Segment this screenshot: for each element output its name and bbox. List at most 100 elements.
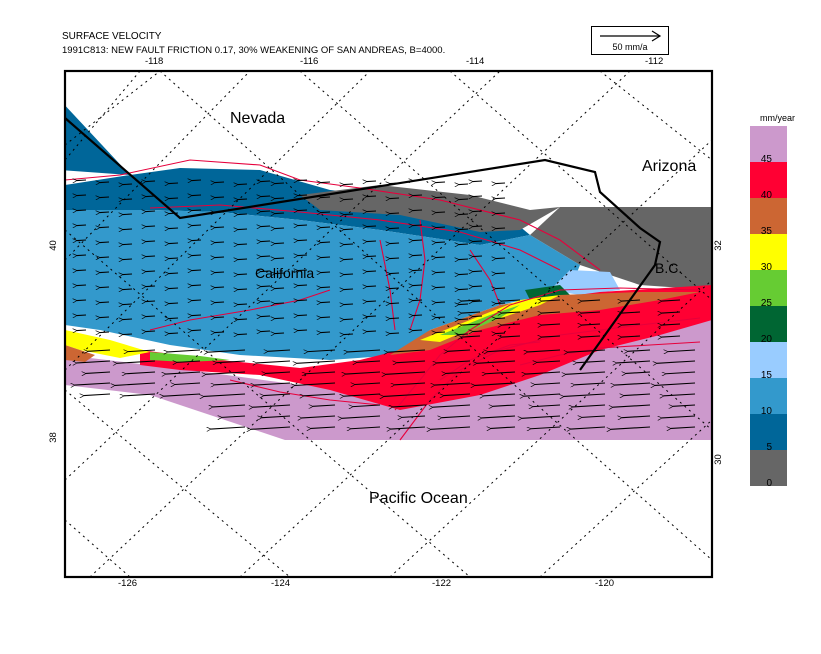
velocity-arrow [502,300,521,301]
velocity-arrow [566,371,606,374]
velocity-arrow [622,336,641,337]
velocity-arrow [344,289,354,290]
velocity-arrow [77,300,87,301]
label-arizona: Arizona [642,158,697,175]
velocity-arrow [482,415,516,418]
velocity-arrow [390,243,400,244]
velocity-arrow [531,426,561,429]
velocity-arrow [123,214,133,215]
velocity-arrow [146,286,156,287]
velocity-arrow [146,211,156,212]
legend-swatch [750,270,787,306]
velocity-arrow [115,382,156,385]
plot-subtitle: 1991C813: NEW FAULT FRICTION 0.17, 30% W… [62,45,446,56]
velocity-arrow [390,228,400,229]
legend-unit: mm/year [760,113,796,123]
velocity-arrow [624,394,651,396]
velocity-arrow [344,319,354,320]
velocity-arrow [321,332,331,333]
velocity-arrow [491,427,516,428]
velocity-arrow [357,361,381,362]
velocity-arrow [275,183,285,184]
velocity-arrow [537,361,561,362]
velocity-arrow [568,349,606,352]
velocity-arrow [321,272,331,273]
velocity-arrow [238,229,248,230]
velocity-arrow [662,300,681,301]
velocity-arrow [391,426,426,429]
velocity-arrow [435,382,471,385]
map-frame [63,69,714,579]
velocity-arrow [123,304,133,305]
velocity-arrow [413,180,423,181]
legend-swatch [750,162,787,198]
velocity-arrow [573,404,606,407]
velocity-arrow [298,300,308,301]
velocity-arrow [496,183,506,184]
label-california: California [255,265,315,281]
velocity-arrow [473,241,483,242]
velocity-arrow [473,316,483,317]
velocity-arrow [622,415,651,418]
velocity-arrow [413,300,423,301]
velocity-arrow [77,285,87,286]
velocity-arrow [100,242,110,243]
velocity-arrow [117,360,156,363]
velocity-arrow [192,195,202,196]
velocity-arrow [488,350,516,352]
velocity-arrow [146,316,156,317]
fault-lines [65,159,701,441]
velocity-arrow [459,334,469,335]
velocity-arrow [344,274,354,275]
velocity-arrow [100,197,110,198]
legend-swatch [750,342,787,378]
velocity-arrow [436,302,446,303]
velocity-arrow [123,229,133,230]
legend-tick: 0 [766,478,772,489]
velocity-arrow [459,244,469,245]
scale-label: 50 mm/a [612,42,648,52]
velocity-arrow [496,303,506,304]
velocity-arrow [321,182,331,183]
label-pacific-ocean: Pacific Ocean [369,490,468,507]
legend-tick: 5 [766,442,772,453]
velocity-arrow [192,300,202,301]
velocity-arrow [238,304,248,305]
velocity-arrow [448,350,471,351]
velocity-arrow [261,181,271,182]
velocity-arrow [311,427,336,428]
velocity-arrow [413,225,423,226]
velocity-arrow [662,312,681,313]
velocity-arrow [275,333,285,334]
light-blue-main [65,210,580,360]
velocity-arrow [261,301,271,302]
velocity-arrow [169,258,179,259]
velocity-arrow [275,303,285,304]
velocity-arrow [238,199,248,200]
velocity-arrow [238,289,248,290]
velocity-arrow [436,287,446,288]
velocity-arrow [367,241,377,242]
velocity-arrow [459,184,469,185]
velocity-arrow [413,285,423,286]
velocity-arrow [344,214,354,215]
velocity-arrow [473,301,483,302]
velocity-arrow [502,336,521,337]
velocity-arrow [384,393,426,396]
velocity-arrow [238,334,248,335]
velocity-arrow [166,371,201,374]
velocity-arrow [100,227,110,228]
velocity-arrow [344,229,354,230]
velocity-arrow [146,271,156,272]
velocity-arrow [261,286,271,287]
velocity-arrow [582,300,601,301]
velocity-arrow [208,349,246,352]
velocity-arrow [473,271,483,272]
velocity-arrow [86,372,111,373]
velocity-arrow [169,288,179,289]
velocity-arrow [84,394,111,396]
velocity-arrow [582,416,606,417]
velocity-arrow [662,324,681,325]
dark-blue-east [65,105,130,175]
velocity-arrow [192,315,202,316]
